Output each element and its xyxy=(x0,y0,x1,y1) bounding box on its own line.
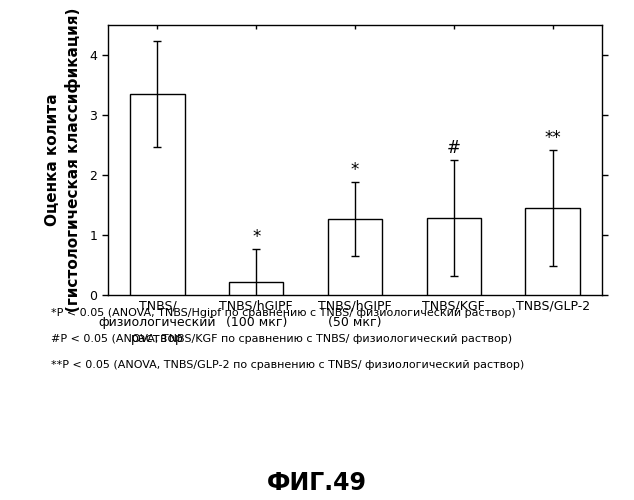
Bar xyxy=(328,219,382,295)
Text: ФИГ.49: ФИГ.49 xyxy=(267,471,367,495)
Text: **: ** xyxy=(544,129,561,147)
Bar xyxy=(130,94,184,295)
Text: **P < 0.05 (ANOVA, TNBS/GLP-2 по сравнению с TNBS/ физиологический раствор): **P < 0.05 (ANOVA, TNBS/GLP-2 по сравнен… xyxy=(51,360,524,370)
Text: *: * xyxy=(351,160,359,178)
Y-axis label: Оценка колита
(гистологическая классификация): Оценка колита (гистологическая классифик… xyxy=(45,8,81,312)
Text: #: # xyxy=(447,139,461,157)
Bar xyxy=(526,208,580,295)
Text: *P < 0.05 (ANOVA, TNBS/Hgipf по сравнению с TNBS/ физиологический раствор): *P < 0.05 (ANOVA, TNBS/Hgipf по сравнени… xyxy=(51,308,515,318)
Text: #P < 0.05 (ANOVA, TNBS/KGF по сравнению с TNBS/ физиологический раствор): #P < 0.05 (ANOVA, TNBS/KGF по сравнению … xyxy=(51,334,512,344)
Text: *: * xyxy=(252,228,261,246)
Bar xyxy=(427,218,481,295)
Bar xyxy=(229,282,283,295)
